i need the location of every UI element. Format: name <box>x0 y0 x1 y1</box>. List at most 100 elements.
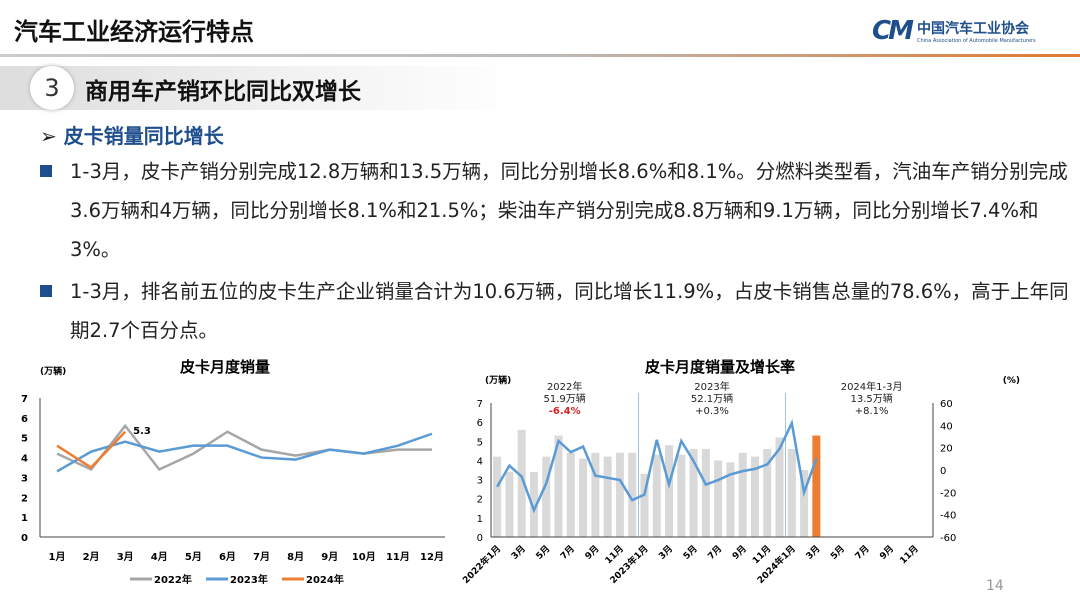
header-divider <box>0 54 1080 57</box>
bar <box>603 456 612 537</box>
bar <box>505 471 514 537</box>
x-tick-label: 5月 <box>534 543 553 562</box>
bar <box>554 435 563 537</box>
annotation-text: 52.1万辆 <box>691 392 733 405</box>
bar <box>591 452 600 537</box>
y2-tick-label: 20 <box>940 444 953 455</box>
y-tick-label: 5 <box>21 434 28 445</box>
y-axis-unit: (万辆) <box>485 374 511 386</box>
x-tick-label: 5月 <box>828 543 847 562</box>
bar <box>800 470 809 537</box>
logo: CM 中国汽车工业协会 China Association of Automob… <box>872 16 1036 46</box>
section-band <box>0 66 520 110</box>
series-line-2024年 <box>56 430 127 470</box>
y-tick-label: 1 <box>21 513 28 524</box>
bar <box>628 452 637 537</box>
x-tick-label: 12月 <box>420 551 444 563</box>
y-tick-label: 0 <box>477 533 483 544</box>
x-tick-label: 11月 <box>386 551 410 563</box>
legend-label: 2024年 <box>306 573 344 586</box>
y-tick-label: 2 <box>21 493 28 504</box>
bar <box>738 452 747 537</box>
x-tick-label: 11月 <box>898 543 921 566</box>
x-tick-label: 1月 <box>49 551 66 563</box>
section-number: 3 <box>30 66 74 110</box>
square-bullet-icon <box>40 285 52 297</box>
legend-label: 2022年 <box>154 573 192 586</box>
bar-line-chart: 皮卡月度销量及增长率 (万辆) (%) 0 1 2 3 4 5 6 7 -60 -40 -20 0 20 40 6… <box>460 358 1020 586</box>
arrow-bullet-icon: ➢ <box>40 124 64 148</box>
bar <box>677 454 686 537</box>
x-tick-label: 6月 <box>219 551 236 563</box>
y-tick-label: 0 <box>21 533 28 544</box>
y2-tick-label: 0 <box>940 466 946 477</box>
x-tick-label: 11月 <box>750 543 773 566</box>
bar <box>689 448 698 537</box>
annotation-text: 51.9万辆 <box>544 392 586 405</box>
subheading: ➢ 皮卡销量同比增长 <box>40 124 224 148</box>
x-tick-label: 7月 <box>706 543 725 562</box>
paragraph-2: 1-3月，排名前五位的皮卡生产企业销量合计为10.6万辆，同比增长11.9%，占… <box>40 272 1080 350</box>
paragraph-1: 1-3月，皮卡产销分别完成12.8万辆和13.5万辆，同比分别增长8.6%和8.… <box>40 152 1080 269</box>
data-label: 5.3 <box>133 426 151 437</box>
y-tick-label: 6 <box>21 414 28 425</box>
bar <box>517 429 526 537</box>
y-tick-label: 1 <box>477 514 483 525</box>
y2-tick-label: 60 <box>940 399 953 410</box>
y-tick-label: 4 <box>21 454 28 465</box>
logo-cn: 中国汽车工业协会 <box>916 21 1029 37</box>
logo-en: China Association of Automobile Manufact… <box>916 38 1036 44</box>
annotation-text: 2022年 <box>547 380 582 393</box>
y-tick-label: 7 <box>21 394 28 405</box>
y-tick-label: 2 <box>477 495 483 506</box>
y-tick-label: 7 <box>477 399 483 410</box>
x-tick-label: 7月 <box>853 543 872 562</box>
x-tick-label: 9月 <box>583 543 602 562</box>
bar <box>714 460 723 537</box>
bar <box>701 448 710 537</box>
x-tick-label: 3月 <box>804 543 823 562</box>
chart-title: 皮卡月度销量 <box>180 358 270 376</box>
bar <box>566 452 575 537</box>
y2-axis-unit: (%) <box>1003 376 1020 386</box>
y2-tick-label: -40 <box>940 511 956 522</box>
y-tick-label: 3 <box>21 473 28 484</box>
x-tick-label: 7月 <box>253 551 270 563</box>
x-tick-label: 2月 <box>83 551 100 563</box>
legend-label: 2023年 <box>230 573 268 586</box>
bar <box>493 456 502 537</box>
x-tick-label: 5月 <box>185 551 202 563</box>
y-tick-label: 4 <box>477 456 483 467</box>
annotation-text: +8.1% <box>855 406 889 417</box>
square-bullet-icon <box>40 165 52 177</box>
annotation-text: 13.5万辆 <box>850 392 892 405</box>
bar <box>529 471 538 537</box>
y-axis-unit: (万辆) <box>40 365 66 377</box>
x-tick-label: 3月 <box>657 543 676 562</box>
chart-title: 皮卡月度销量及增长率 <box>645 358 795 376</box>
bar <box>775 437 784 537</box>
y2-tick-label: -20 <box>940 488 956 499</box>
x-tick-label: 4月 <box>151 551 168 563</box>
page-header-title: 汽车工业经济运行特点 <box>14 18 254 46</box>
series-line-2023年 <box>56 432 433 473</box>
bar <box>726 462 735 537</box>
annotation-text: 2023年 <box>694 380 729 393</box>
x-tick-label: 11月 <box>603 543 626 566</box>
x-tick-label: 7月 <box>558 543 577 562</box>
bar <box>579 458 588 537</box>
bar <box>652 454 661 537</box>
x-tick-label: 2022年1月 <box>460 543 503 586</box>
x-tick-label: 3月 <box>117 551 134 563</box>
annotation-text: -6.4% <box>549 406 581 417</box>
bar <box>665 445 674 537</box>
bar <box>750 456 759 537</box>
bar <box>787 448 796 537</box>
bar <box>763 448 772 537</box>
x-tick-label: 9月 <box>878 543 897 562</box>
growth-line <box>496 419 818 514</box>
x-tick-label: 9月 <box>730 543 749 562</box>
page-number: 14 <box>986 578 1004 594</box>
cam-logo-icon: CM <box>872 16 914 46</box>
y2-tick-label: 40 <box>940 421 953 432</box>
